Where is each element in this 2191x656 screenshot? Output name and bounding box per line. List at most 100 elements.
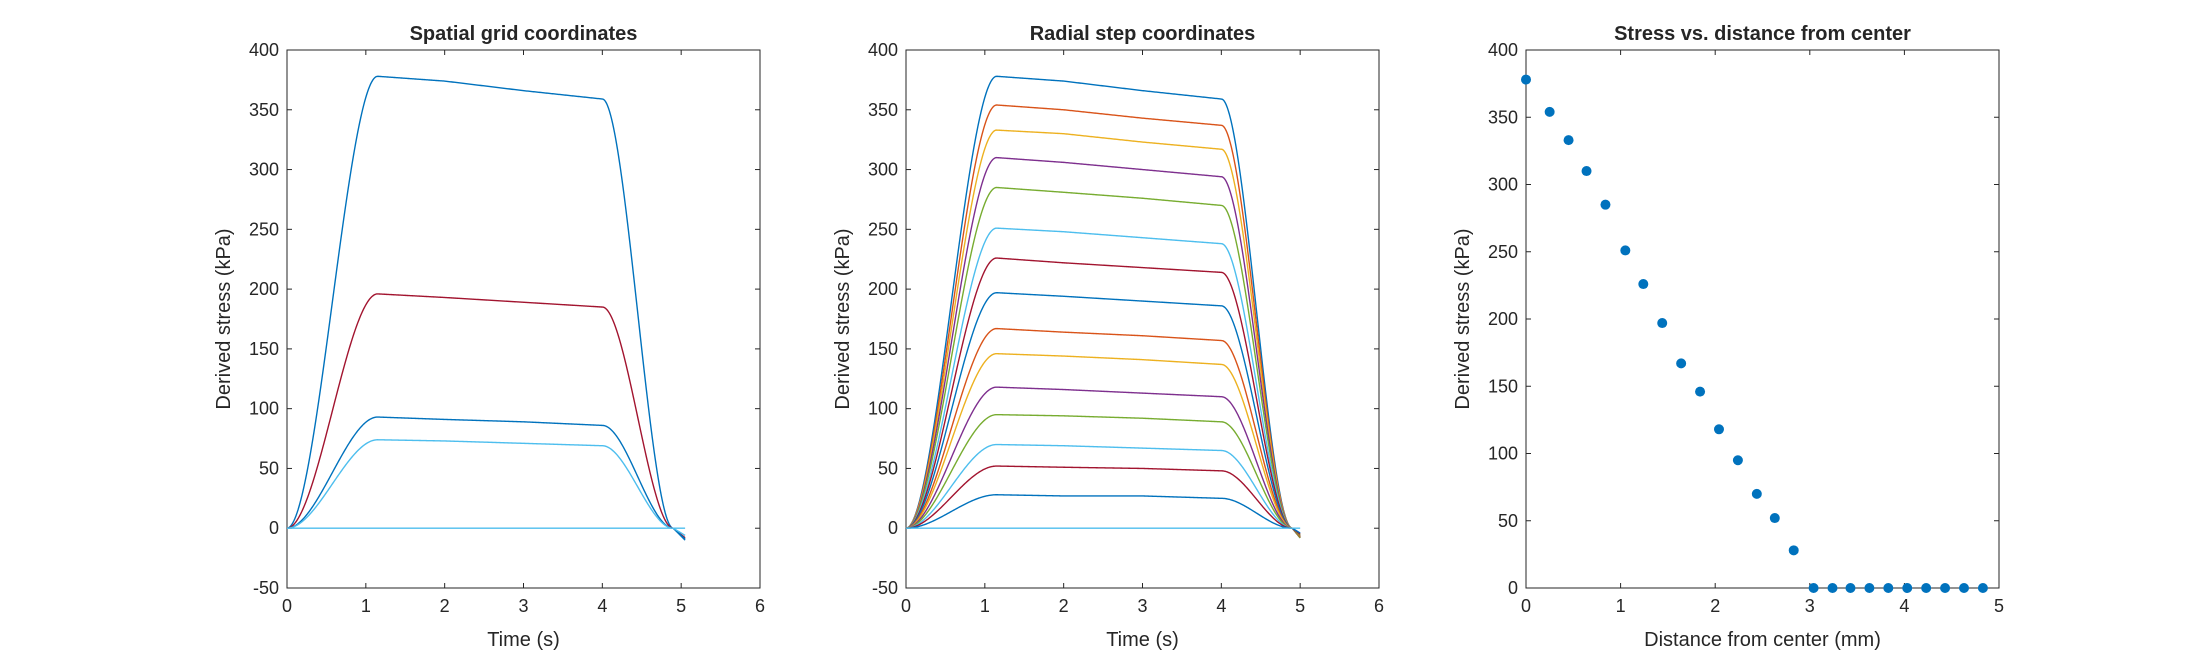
y-tick-label: 350 (249, 100, 279, 120)
x-tick-label: 2 (1710, 596, 1720, 616)
axes-frame (286, 49, 761, 589)
data-point (1732, 455, 1743, 466)
x-tick-label: 5 (1295, 596, 1305, 616)
data-point (1864, 583, 1875, 593)
series-line (905, 129, 1301, 539)
series-line (905, 257, 1301, 538)
data-point (1563, 135, 1574, 146)
y-tick-label: -50 (253, 578, 279, 598)
y-tick-label: 250 (249, 219, 279, 239)
data-point (1676, 358, 1687, 369)
data-point (1544, 106, 1555, 117)
y-tick-label: 200 (249, 279, 279, 299)
data-point (1657, 318, 1668, 329)
data-point (1883, 583, 1894, 593)
data-point (1600, 199, 1611, 210)
y-axis-label: Derived stress (kPa) (213, 228, 235, 409)
y-tick-label: 100 (249, 399, 279, 419)
series-line (905, 465, 1301, 535)
axes-frame (905, 49, 1380, 589)
y-tick-label: 350 (1488, 107, 1518, 127)
x-tick-label: 3 (1805, 596, 1815, 616)
series-line (905, 352, 1301, 536)
y-tick-label: 0 (1508, 578, 1518, 598)
x-tick-label: 1 (1616, 596, 1626, 616)
y-tick-label: 50 (259, 458, 279, 478)
data-point (1845, 583, 1856, 593)
x-tick-label: 2 (440, 596, 450, 616)
series-line (905, 443, 1301, 535)
data-point (1638, 279, 1649, 290)
y-tick-label: 400 (868, 40, 898, 60)
plot-area (1521, 74, 1988, 593)
data-point (1921, 583, 1932, 593)
series-line (905, 186, 1301, 539)
y-tick-label: 100 (868, 399, 898, 419)
series-line (905, 291, 1301, 538)
y-tick-label: 250 (1488, 242, 1518, 262)
x-axis-label: Time (s) (487, 629, 560, 651)
data-point (1695, 386, 1706, 397)
chart-title: Stress vs. distance from center (1614, 23, 1911, 45)
y-tick-label: 50 (1498, 511, 1518, 531)
series-line (905, 386, 1301, 536)
series-line (286, 439, 686, 536)
series-line (286, 293, 686, 539)
x-tick-label: 2 (1059, 596, 1069, 616)
chart-title: Spatial grid coordinates (410, 23, 638, 45)
y-axis-label: Derived stress (kPa) (832, 228, 854, 409)
series-line (905, 227, 1301, 538)
data-point (1808, 583, 1819, 593)
x-axis-label: Time (s) (1106, 629, 1179, 651)
data-point (1958, 583, 1969, 593)
y-tick-label: 300 (1488, 175, 1518, 195)
x-tick-label: 0 (1521, 596, 1531, 616)
y-tick-label: 200 (1488, 309, 1518, 329)
series-line (905, 327, 1301, 538)
data-point (1902, 583, 1913, 593)
x-tick-label: 1 (361, 596, 371, 616)
axes-frame (1525, 49, 2000, 589)
series-line (286, 75, 686, 541)
y-tick-label: 300 (868, 160, 898, 180)
data-point (1940, 583, 1951, 593)
x-tick-label: 6 (1374, 596, 1384, 616)
y-tick-label: 150 (1488, 376, 1518, 396)
data-point (1977, 583, 1988, 593)
series-line (905, 156, 1301, 539)
y-axis-label: Derived stress (kPa) (1452, 228, 1474, 409)
y-tick-label: 50 (878, 458, 898, 478)
x-tick-label: 5 (676, 596, 686, 616)
y-tick-label: 0 (269, 518, 279, 538)
x-tick-label: 0 (901, 596, 911, 616)
data-point (1620, 245, 1631, 256)
x-tick-label: 4 (1216, 596, 1226, 616)
x-tick-label: 3 (1137, 596, 1147, 616)
data-point (1769, 513, 1780, 524)
x-tick-label: 0 (282, 596, 292, 616)
series-line (905, 494, 1301, 534)
data-point (1521, 74, 1531, 85)
data-point (1751, 488, 1762, 499)
plot-area (905, 75, 1301, 539)
y-tick-label: 300 (249, 160, 279, 180)
y-tick-label: 400 (249, 40, 279, 60)
data-point (1713, 424, 1724, 435)
plot-area (286, 75, 686, 541)
x-tick-label: 3 (518, 596, 528, 616)
y-tick-label: 150 (868, 339, 898, 359)
x-tick-label: 1 (980, 596, 990, 616)
y-tick-label: 150 (249, 339, 279, 359)
data-point (1788, 545, 1799, 556)
series-line (905, 104, 1301, 539)
series-line (286, 416, 686, 540)
y-tick-label: 400 (1488, 40, 1518, 60)
series-line (905, 413, 1301, 536)
data-point (1581, 166, 1592, 177)
y-tick-label: -50 (872, 578, 898, 598)
